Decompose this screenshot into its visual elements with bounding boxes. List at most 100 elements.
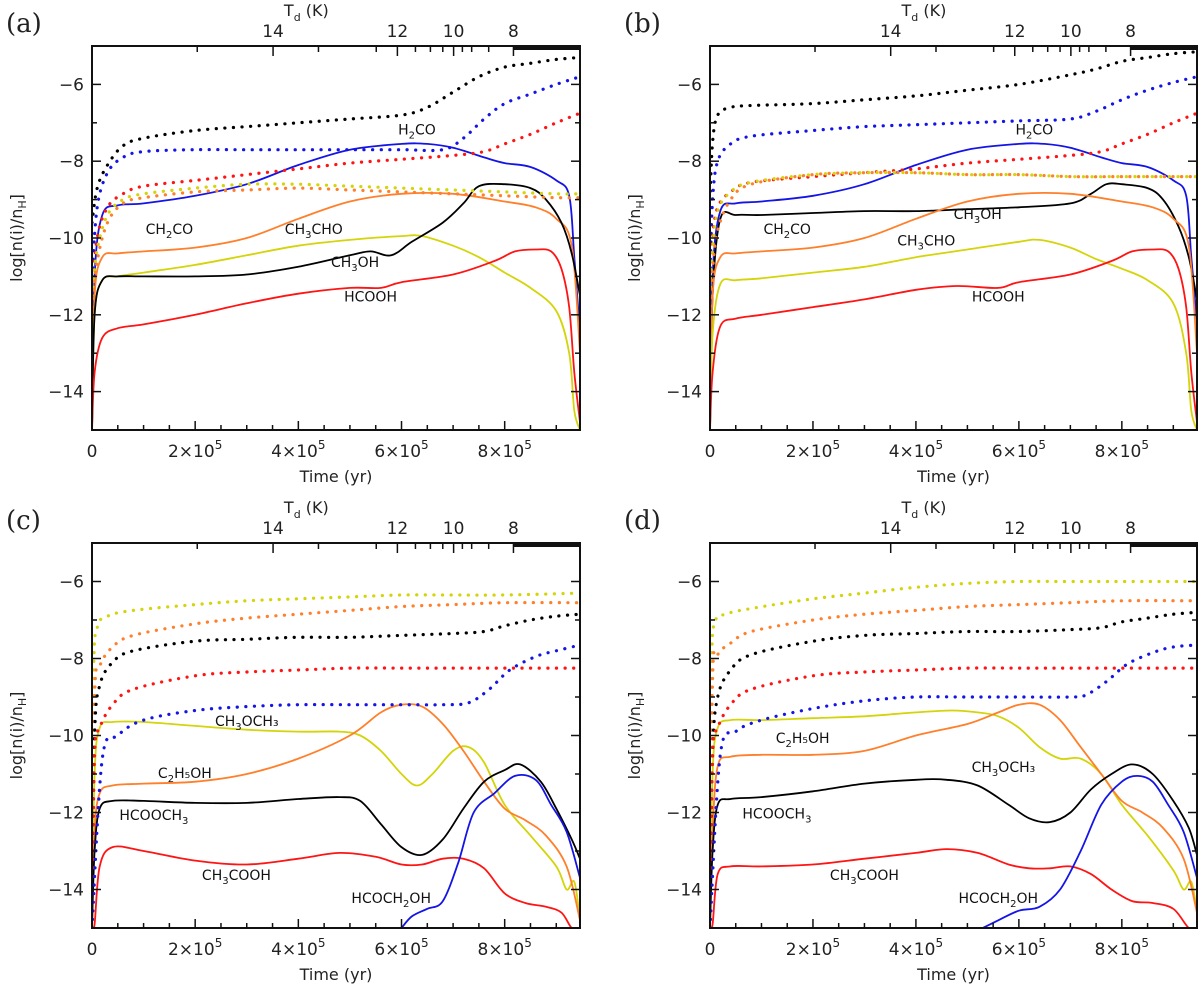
y-axis-title: log[n(i)/nH]	[7, 692, 29, 780]
series-line-hcooh	[710, 248, 1197, 430]
td-saturation-bar	[1130, 45, 1197, 50]
series-line-dotted-blue	[710, 643, 1197, 928]
top-tick-label: 8	[1125, 22, 1136, 42]
top-axis-title: Td (K)	[901, 498, 947, 521]
series-line-ch2co-ice	[92, 186, 580, 309]
y-tick-label: −12	[666, 804, 702, 824]
plot-frame	[91, 542, 581, 929]
x-tick-label: 6×105	[374, 936, 428, 960]
top-axis-title: Td (K)	[901, 1, 947, 24]
y-axis-title: log[n(i)/nH]	[7, 194, 29, 282]
panel-label: (b)	[624, 9, 661, 39]
x-tick-label: 8×105	[1095, 936, 1149, 960]
series-group	[710, 579, 1197, 928]
top-tick-label: 8	[1125, 519, 1136, 539]
y-tick-label: −6	[677, 573, 702, 593]
series-line-dotted-yellow	[92, 591, 580, 928]
panel-label: (d)	[624, 506, 661, 536]
series-line-h2co	[710, 142, 1197, 430]
top-tick-label: 14	[262, 22, 284, 42]
x-tick-label: 2×105	[786, 936, 840, 960]
species-label: HCOCH2OH	[351, 891, 431, 910]
y-tick-label: −6	[59, 573, 84, 593]
x-tick-label: 6×105	[992, 936, 1046, 960]
series-line-c2h5oh	[92, 703, 580, 928]
panel-label: (a)	[6, 9, 42, 39]
y-tick-label: −8	[59, 650, 84, 670]
series-line-hcooch3	[92, 763, 580, 928]
x-tick-label: 4×105	[889, 438, 943, 462]
series-line-h2co	[92, 142, 580, 430]
top-tick-label: 14	[880, 519, 902, 539]
x-tick-label: 8×105	[1095, 438, 1149, 462]
species-label: CH3OCH₃	[215, 714, 279, 733]
x-tick-label: 6×105	[992, 438, 1046, 462]
series-line-ch3oh	[710, 182, 1197, 430]
x-tick-label: 6×105	[374, 438, 428, 462]
species-label: H2CO	[1015, 122, 1053, 141]
top-tick-label: 14	[880, 22, 902, 42]
species-label: C2H₅OH	[776, 731, 830, 750]
series-line-hcoch2oh	[982, 774, 1197, 928]
series-line-ch3och3	[92, 720, 580, 928]
species-label: CH3COOH	[830, 868, 899, 887]
series-line-hcoch2oh	[400, 774, 580, 928]
x-tick-label: 4×105	[271, 438, 325, 462]
species-label: HCOOH	[344, 289, 397, 305]
species-label: CH3CHO	[285, 222, 343, 241]
series-group	[92, 591, 580, 928]
series-line-ch3cho	[710, 238, 1197, 430]
series-line-dotted-orange	[710, 599, 1197, 928]
series-line-dotted-orange	[710, 170, 1197, 317]
series-line-ch2co	[710, 192, 1197, 430]
series-line-dotted-black	[710, 50, 1197, 202]
series-line-dotted-yellow	[710, 579, 1197, 928]
species-label: HCOOH	[972, 289, 1025, 305]
top-tick-label: 10	[1060, 519, 1082, 539]
top-tick-label: 12	[1004, 22, 1026, 42]
top-tick-label: 10	[443, 519, 465, 539]
series-line-dotted-blue	[92, 643, 580, 928]
td-saturation-bar	[513, 45, 580, 50]
series-line-h2co-ice-2	[92, 75, 580, 278]
series-line-ch2co	[92, 192, 580, 430]
x-tick-label: 2×105	[168, 438, 222, 462]
y-tick-label: −8	[677, 152, 702, 172]
top-tick-label: 12	[387, 519, 409, 539]
x-tick-label: 0	[705, 442, 716, 462]
series-group	[710, 50, 1197, 430]
top-tick-label: 8	[508, 22, 519, 42]
series-line-ch3oh	[92, 182, 580, 430]
panel-a: 0 2×105 4×105 6×105 8×105 Time (yr) −14 −12 −10 −…	[6, 1, 581, 486]
series-line-ch3cho-ice	[92, 182, 580, 298]
series-line-dotted-red	[710, 666, 1197, 928]
panel-c: 0 2×105 4×105 6×105 8×105 Time (yr) −14 −12 −10 −…	[6, 498, 581, 984]
td-saturation-bar	[1130, 542, 1197, 547]
top-tick-label: 10	[1060, 22, 1082, 42]
y-tick-label: −14	[666, 881, 702, 901]
series-line-c2h5oh	[710, 702, 1197, 928]
y-tick-label: −10	[666, 229, 702, 249]
y-axis-title: log[n(i)/nH]	[625, 194, 647, 282]
x-tick-label: 2×105	[168, 936, 222, 960]
series-line-hcooh	[92, 248, 580, 430]
x-tick-label: 4×105	[889, 936, 943, 960]
panel-b: 0 2×105 4×105 6×105 8×105 Time (yr) −14 −12 −10 −…	[624, 1, 1198, 486]
x-axis-title: Time (yr)	[916, 965, 990, 984]
x-tick-label: 0	[87, 940, 98, 960]
y-tick-label: −10	[666, 727, 702, 747]
top-tick-label: 12	[1004, 519, 1026, 539]
y-tick-label: −8	[677, 650, 702, 670]
x-tick-label: 0	[87, 442, 98, 462]
top-axis-title: Td (K)	[283, 498, 329, 521]
series-group	[92, 55, 580, 430]
top-tick-label: 14	[262, 519, 284, 539]
series-line-dotted-red	[92, 666, 580, 928]
x-axis-title: Time (yr)	[916, 467, 990, 486]
series-line-dotted-black	[710, 610, 1197, 928]
x-tick-label: 8×105	[478, 438, 532, 462]
y-tick-label: −12	[666, 306, 702, 326]
panel-label: (c)	[6, 506, 41, 536]
series-line-hcooch3	[710, 763, 1197, 928]
